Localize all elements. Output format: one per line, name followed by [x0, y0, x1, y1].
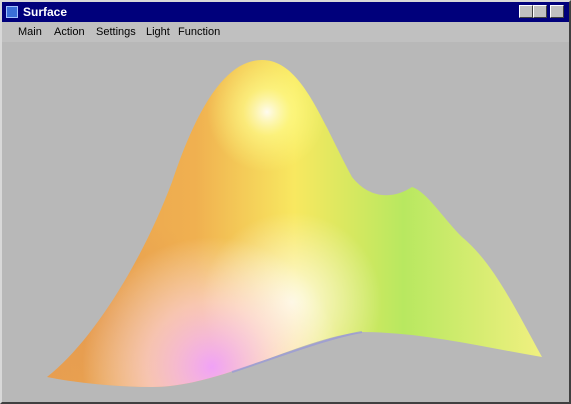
menu-item[interactable]: Light [146, 26, 170, 38]
title-bar: Surface [2, 2, 569, 22]
menu-item[interactable]: Function [178, 26, 221, 38]
maximize-button[interactable] [533, 5, 547, 18]
menu-item[interactable]: Action [54, 26, 85, 38]
surface-peak-light [47, 60, 542, 387]
surface-view [47, 60, 542, 387]
window-title: Surface [23, 5, 68, 19]
menu-item[interactable]: Main [18, 26, 42, 38]
surface-edge [231, 331, 363, 373]
menu-bar: Main Action Settings Light Function [2, 22, 569, 42]
menu-item[interactable]: Settings [96, 26, 136, 38]
close-button[interactable] [550, 5, 564, 18]
minimize-button[interactable] [519, 5, 533, 18]
app-icon [6, 6, 18, 18]
